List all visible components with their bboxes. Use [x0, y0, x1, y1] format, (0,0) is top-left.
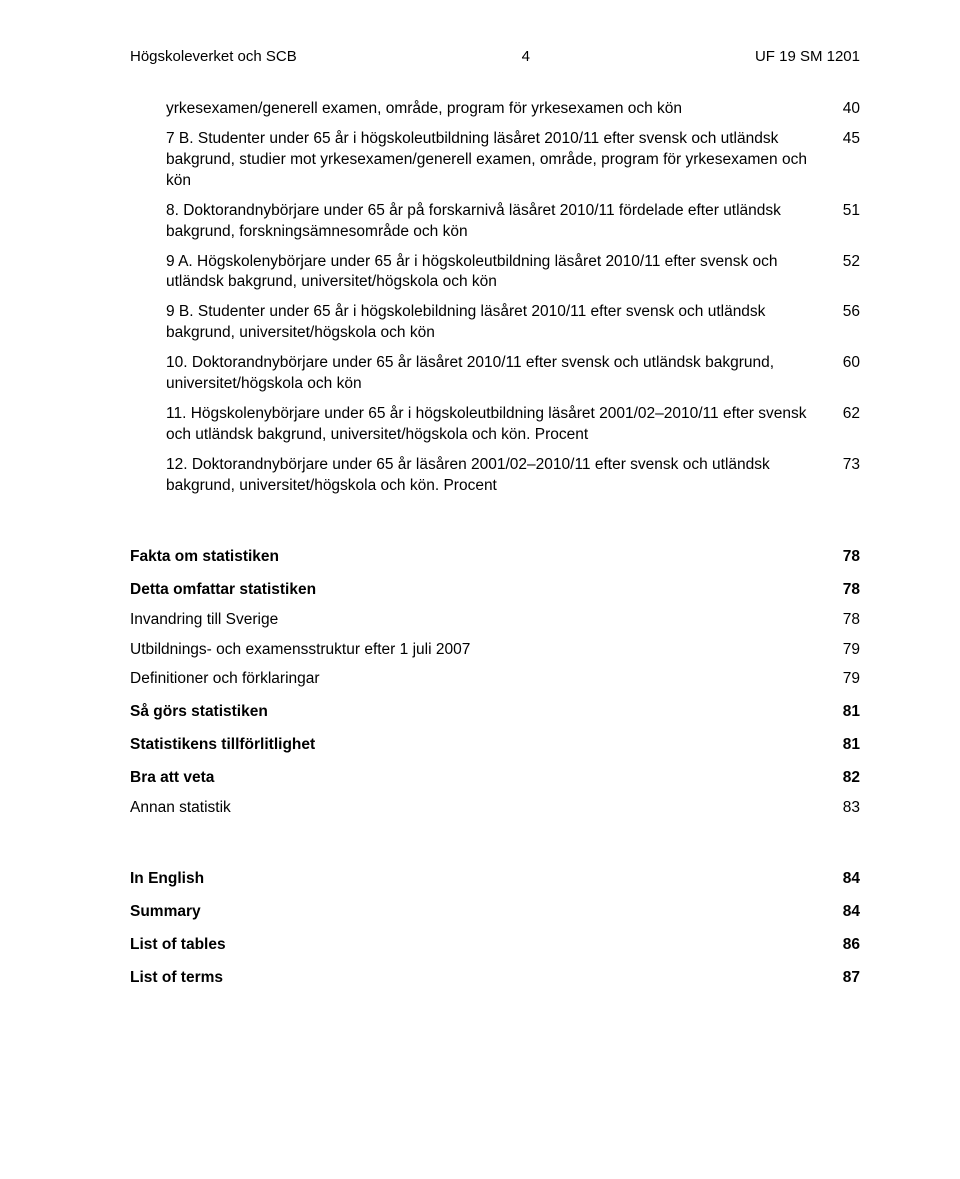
toc-entry-page: 78 [832, 580, 860, 601]
toc-entry-page: 60 [832, 353, 860, 395]
toc-entry-text: Invandring till Sverige [130, 610, 832, 631]
toc-entry-page: 86 [832, 935, 860, 956]
toc-entry-page: 45 [832, 129, 860, 192]
toc-entry-text: 12. Doktorandnybörjare under 65 år läsår… [166, 455, 832, 497]
toc-entry-page: 73 [832, 455, 860, 497]
toc-entry-page: 56 [832, 302, 860, 344]
toc-entry-text: 10. Doktorandnybörjare under 65 år läsår… [166, 353, 832, 395]
header-left: Högskoleverket och SCB [130, 48, 297, 65]
toc-entry: Utbildnings- och examensstruktur efter 1… [130, 640, 860, 661]
toc-entry-text: Statistikens tillförlitlighet [130, 735, 832, 756]
toc-entry-page: 78 [832, 547, 860, 568]
toc-entry: Annan statistik83 [130, 798, 860, 819]
toc-entry: yrkesexamen/generell examen, område, pro… [130, 99, 860, 120]
toc-entry: Definitioner och förklaringar79 [130, 669, 860, 690]
toc-entry-page: 84 [832, 902, 860, 923]
toc-entry-page: 78 [832, 610, 860, 631]
toc-entry-page: 83 [832, 798, 860, 819]
toc-entry: Invandring till Sverige78 [130, 610, 860, 631]
toc-entry: Detta omfattar statistiken78 [130, 580, 860, 601]
toc-entry-text: 11. Högskolenybörjare under 65 år i högs… [166, 404, 832, 446]
toc-entry-page: 40 [832, 99, 860, 120]
toc-entry-page: 84 [832, 869, 860, 890]
toc-entry: List of tables86 [130, 935, 860, 956]
toc-block-3: In English84Summary84List of tables86Lis… [130, 869, 860, 989]
toc-entry-text: Summary [130, 902, 832, 923]
toc-entry-text: Definitioner och förklaringar [130, 669, 832, 690]
toc-entry-page: 81 [832, 702, 860, 723]
toc-entry: Statistikens tillförlitlighet81 [130, 735, 860, 756]
toc-entry: 9 B. Studenter under 65 år i högskolebil… [130, 302, 860, 344]
toc-entry-text: Bra att veta [130, 768, 832, 789]
toc-entry: Så görs statistiken81 [130, 702, 860, 723]
toc-entry-page: 62 [832, 404, 860, 446]
toc-entry: 10. Doktorandnybörjare under 65 år läsår… [130, 353, 860, 395]
toc-entry-page: 79 [832, 640, 860, 661]
toc-entry: In English84 [130, 869, 860, 890]
toc-entry-text: 9 B. Studenter under 65 år i högskolebil… [166, 302, 832, 344]
toc-entry-text: Utbildnings- och examensstruktur efter 1… [130, 640, 832, 661]
toc-entry: 9 A. Högskolenybörjare under 65 år i hög… [130, 252, 860, 294]
toc-entry-text: 9 A. Högskolenybörjare under 65 år i hög… [166, 252, 832, 294]
toc-entry: 12. Doktorandnybörjare under 65 år läsår… [130, 455, 860, 497]
toc-entry-text: List of tables [130, 935, 832, 956]
toc-entry-page: 52 [832, 252, 860, 294]
toc-entry: Fakta om statistiken78 [130, 547, 860, 568]
toc-entry-text: Detta omfattar statistiken [130, 580, 832, 601]
page-container: Högskoleverket och SCB 4 UF 19 SM 1201 y… [0, 0, 960, 1179]
toc-entry-page: 79 [832, 669, 860, 690]
toc-entry-text: Så görs statistiken [130, 702, 832, 723]
toc-entry: 7 B. Studenter under 65 år i högskoleutb… [130, 129, 860, 192]
toc-entry-text: In English [130, 869, 832, 890]
toc-entry: Summary84 [130, 902, 860, 923]
toc-entry: List of terms87 [130, 968, 860, 989]
toc-entry: 8. Doktorandnybörjare under 65 år på for… [130, 201, 860, 243]
toc-block-1: yrkesexamen/generell examen, område, pro… [130, 99, 860, 497]
toc-entry-text: Annan statistik [130, 798, 832, 819]
page-header: Högskoleverket och SCB 4 UF 19 SM 1201 [130, 48, 860, 65]
toc-entry-page: 81 [832, 735, 860, 756]
toc-entry-text: 8. Doktorandnybörjare under 65 år på for… [166, 201, 832, 243]
toc-entry-text: yrkesexamen/generell examen, område, pro… [166, 99, 832, 120]
header-right: UF 19 SM 1201 [755, 48, 860, 65]
header-page-number: 4 [522, 48, 530, 65]
toc-entry-text: Fakta om statistiken [130, 547, 832, 568]
toc-entry-page: 87 [832, 968, 860, 989]
toc-entry: Bra att veta82 [130, 768, 860, 789]
toc-entry-page: 51 [832, 201, 860, 243]
toc-entry-text: 7 B. Studenter under 65 år i högskoleutb… [166, 129, 832, 192]
toc-entry-text: List of terms [130, 968, 832, 989]
toc-entry: 11. Högskolenybörjare under 65 år i högs… [130, 404, 860, 446]
toc-entry-page: 82 [832, 768, 860, 789]
toc-block-2: Fakta om statistiken78Detta omfattar sta… [130, 547, 860, 819]
